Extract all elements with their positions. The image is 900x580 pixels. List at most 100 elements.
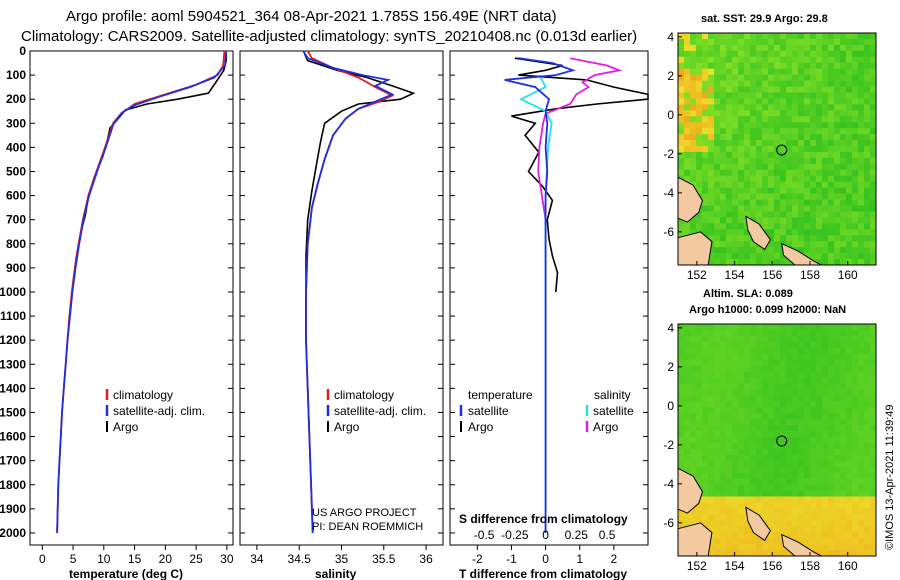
heatmap-cell [738,324,745,331]
lat-tick-label: -2 [663,147,674,161]
heatmap-cell [750,478,757,485]
heatmap-cell [810,502,817,509]
heatmap-cell [792,359,799,366]
heatmap-cell [768,442,775,450]
heatmap-cell [846,98,853,105]
heatmap-cell [804,247,811,254]
heatmap-cell [756,62,763,69]
heatmap-cell [702,484,709,491]
heatmap-cell [846,187,853,194]
depth-tick-label: 300 [6,116,26,130]
heatmap-cell [744,460,751,468]
heatmap-cell [858,211,865,218]
heatmap-cell [732,50,739,58]
heatmap-cell [714,134,721,141]
heatmap-cell [804,425,811,432]
heatmap-cell [774,247,781,254]
heatmap-cell [804,241,811,248]
heatmap-cell [822,335,829,343]
heatmap-cell [834,353,841,360]
heatmap-cell [804,110,811,117]
heatmap-cell [816,128,823,135]
heatmap-cell [750,544,757,551]
heatmap-cell [744,359,751,366]
heatmap-cell [846,383,853,390]
heatmap-cell [780,359,787,366]
heatmap-cell [750,431,757,438]
heatmap-cell [726,324,733,331]
heatmap-cell [870,448,877,456]
heatmap-cell [744,353,751,360]
heatmap-cell [726,33,733,40]
heatmap-cell [690,116,697,123]
heatmap-cell [738,437,745,444]
heatmap-cell [714,347,721,355]
heatmap-cell [714,442,721,450]
heatmap-cell [696,74,703,81]
heatmap-cell [726,151,733,159]
heatmap-cell [702,187,709,194]
heatmap-cell [678,98,685,105]
heatmap-cell [714,241,721,248]
heatmap-cell [864,38,871,46]
heatmap-cell [768,116,775,123]
heatmap-cell [828,347,835,355]
heatmap-cell [756,56,763,64]
heatmap-cell [714,211,721,218]
heatmap-cell [738,157,745,165]
heatmap-cell [822,395,829,402]
heatmap-cell [858,56,865,64]
heatmap-cell [738,389,745,396]
heatmap-cell [756,335,763,343]
heatmap-cell [690,425,697,432]
heatmap-cell [798,389,805,396]
heatmap-cell [786,217,793,224]
heatmap-cell [696,395,703,402]
heatmap-cell [810,490,817,497]
heatmap-cell [828,157,835,165]
heatmap-cell [822,92,829,99]
heatmap-cell [864,359,871,366]
heatmap-cell [774,62,781,69]
heatmap-cell [804,460,811,468]
heatmap-cell [822,490,829,497]
heatmap-cell [840,401,847,408]
heatmap-cell [768,128,775,135]
heatmap-cell [744,365,751,372]
heatmap-cell [864,140,871,147]
heatmap-cell [732,92,739,99]
heatmap-cell [720,514,727,521]
heatmap-cell [870,92,877,99]
s-diff-tick-label: 0.5 [599,528,616,542]
heatmap-cell [870,324,877,331]
heatmap-cell [714,448,721,456]
heatmap-cell [810,454,817,462]
heatmap-cell [678,80,685,87]
heatmap-cell [822,181,829,188]
heatmap-cell [786,389,793,396]
heatmap-cell [690,347,697,355]
heatmap-cell [726,532,733,539]
heatmap-cell [786,80,793,87]
heatmap-cell [858,401,865,408]
heatmap-cell [852,335,859,343]
heatmap-cell [756,68,763,75]
heatmap-cell [828,80,835,87]
heatmap-cell [684,460,691,468]
heatmap-cell [798,413,805,420]
heatmap-cell [708,86,715,93]
heatmap-cell [798,74,805,81]
heatmap-cell [792,146,799,153]
heatmap-cell [852,425,859,432]
heatmap-cell [870,460,877,468]
heatmap-cell [684,413,691,420]
heatmap-cell [816,520,823,527]
depth-tick-label: 1500 [0,405,26,419]
heatmap-cell [756,157,763,165]
heatmap-cell [738,347,745,355]
heatmap-cell [762,175,769,183]
heatmap-cell [786,371,793,378]
heatmap-cell [792,413,799,420]
heatmap-cell [720,92,727,99]
heatmap-cell [810,116,817,123]
